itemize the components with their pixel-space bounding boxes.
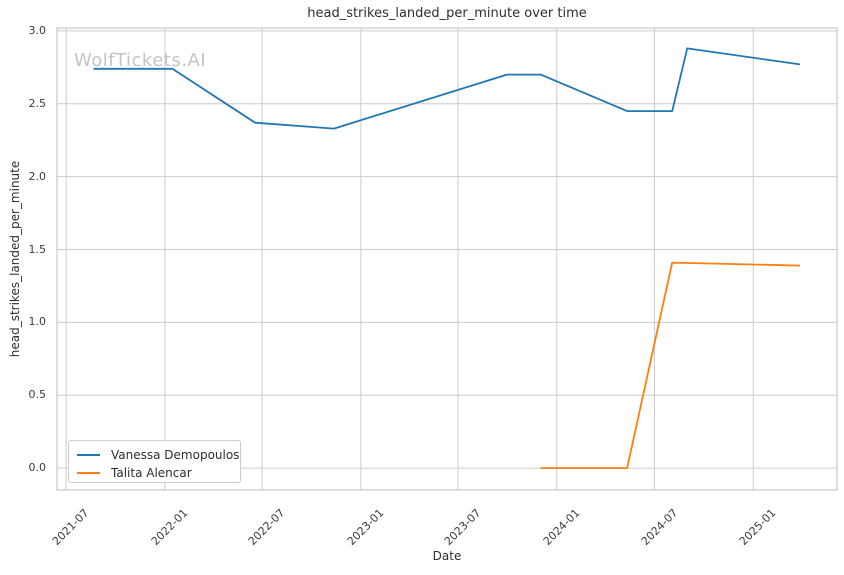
chart-title: head_strikes_landed_per_minute over time <box>307 6 587 21</box>
plot-frame <box>56 27 838 491</box>
legend-line-swatch <box>77 454 100 456</box>
legend-item-label: Talita Alencar <box>111 466 192 480</box>
legend-item-label: Vanessa Demopoulos <box>111 448 240 462</box>
y-tick-label: 1.5 <box>28 242 47 256</box>
legend-item: Vanessa Demopoulos <box>77 446 239 464</box>
y-tick-label: 0.5 <box>28 388 47 402</box>
legend-line-swatch <box>77 472 100 474</box>
y-tick-label: 0.0 <box>28 461 47 475</box>
series-line-vanessa-demopoulos <box>93 47 801 130</box>
watermark-text: WolfTickets.AI <box>74 50 207 71</box>
y-tick-label: 2.0 <box>28 169 47 183</box>
legend: Vanessa Demopoulos Talita Alencar <box>68 440 241 483</box>
x-axis-label: Date <box>432 549 462 563</box>
y-tick-label: 1.0 <box>28 315 47 329</box>
legend-item: Talita Alencar <box>77 464 232 482</box>
y-tick-label: 2.5 <box>28 96 47 110</box>
series-line-talita-alencar <box>540 261 801 470</box>
y-tick-label: 3.0 <box>28 23 47 37</box>
